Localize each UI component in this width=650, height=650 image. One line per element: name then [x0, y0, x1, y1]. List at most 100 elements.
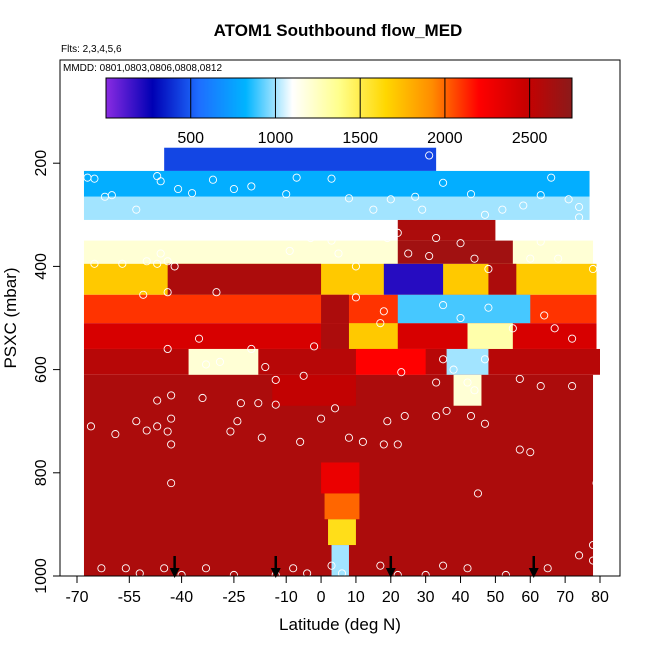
x-tick-label: -25	[222, 589, 245, 606]
sample-point	[163, 288, 172, 297]
sample-point	[456, 313, 465, 323]
x-tick-label: 60	[521, 589, 539, 606]
sample-point	[156, 249, 165, 258]
x-tick-label: 50	[487, 589, 505, 606]
sample-point	[351, 293, 360, 302]
heatmap-feature	[488, 263, 517, 295]
sample-point	[236, 399, 245, 408]
heatmap-feature	[467, 323, 513, 349]
sample-point	[306, 233, 315, 243]
sample-point	[121, 564, 130, 573]
heatmap-cells	[83, 147, 601, 576]
sample-point	[135, 569, 144, 576]
sample-point	[208, 175, 218, 184]
x-tick-label: 40	[452, 589, 470, 606]
sample-point	[411, 192, 420, 201]
heatmap-feature	[331, 545, 349, 576]
sample-point	[575, 203, 584, 212]
sample-point	[296, 437, 305, 446]
sample-point	[132, 417, 141, 426]
colorbar-tick-label: 2500	[512, 130, 548, 147]
sample-point	[432, 233, 441, 243]
sample-point	[376, 319, 385, 328]
sample-point	[473, 489, 483, 498]
sample-point	[167, 479, 176, 488]
sample-point	[167, 414, 176, 423]
sample-point	[439, 178, 448, 187]
sample-point	[536, 237, 545, 246]
sample-point	[90, 259, 99, 268]
sample-point	[554, 254, 563, 263]
heatmap-layer	[83, 219, 594, 241]
sample-point	[358, 437, 367, 446]
sample-point	[498, 205, 507, 214]
sample-point	[449, 365, 458, 374]
sample-point	[271, 375, 280, 384]
sample-point	[550, 324, 559, 333]
y-tick-label: 600	[33, 356, 50, 383]
arrow-head	[169, 568, 180, 578]
sample-point	[592, 479, 601, 488]
sample-point	[215, 357, 225, 366]
heatmap-feature	[453, 374, 482, 406]
x-tick-label: 0	[317, 589, 326, 606]
sample-point	[139, 290, 148, 299]
sample-point	[519, 201, 528, 210]
sample-point	[229, 570, 238, 576]
sample-point	[466, 411, 476, 421]
sample-point	[568, 334, 577, 343]
sample-point	[418, 205, 427, 214]
sample-point	[261, 362, 270, 372]
x-tick-label: 80	[591, 589, 609, 606]
heatmap-feature	[321, 294, 349, 324]
x-tick-label: -70	[65, 589, 88, 606]
sample-point	[163, 257, 172, 266]
sample-point	[111, 430, 120, 439]
sample-point	[508, 324, 517, 333]
sample-point	[142, 426, 151, 435]
heatmap-layer	[83, 196, 590, 220]
sample-point	[588, 264, 598, 274]
sample-point	[536, 191, 545, 200]
sample-point	[160, 564, 169, 573]
sample-point	[142, 257, 151, 266]
sample-point	[540, 311, 549, 320]
sample-point	[344, 433, 354, 442]
y-axis-label: PSXC (mbar)	[1, 267, 20, 368]
sample-point	[526, 448, 535, 457]
sample-point	[463, 378, 472, 387]
sample-point	[257, 433, 266, 442]
sample-point	[480, 210, 489, 219]
sample-point	[393, 440, 402, 449]
sample-point	[526, 254, 535, 263]
sample-point	[247, 344, 256, 354]
sample-point	[334, 249, 343, 258]
sample-point	[289, 564, 298, 573]
sample-point	[327, 561, 336, 570]
sample-point	[379, 307, 388, 316]
sample-point	[86, 422, 95, 431]
colorbar-tick-label: 500	[177, 130, 204, 147]
sample-point	[194, 334, 204, 343]
heatmap-feature	[321, 323, 349, 349]
arrow-head	[528, 568, 539, 578]
sample-point	[163, 427, 172, 436]
sample-point	[188, 189, 197, 198]
heatmap-layer	[83, 348, 601, 375]
sample-point	[198, 393, 207, 403]
sample-point	[167, 391, 176, 400]
sample-point	[439, 301, 448, 310]
flights-label: Flts: 2,3,4,5,6	[61, 44, 122, 55]
heatmap-feature	[383, 263, 444, 295]
sample-point	[484, 264, 493, 274]
sample-point	[351, 262, 360, 271]
colorbar-tick-label: 2000	[427, 130, 463, 147]
sample-point	[330, 404, 340, 413]
x-tick-label: -55	[118, 589, 141, 606]
sample-point	[299, 371, 308, 380]
x-tick-label: 70	[556, 589, 574, 606]
sample-point	[425, 252, 434, 261]
sample-point	[376, 226, 385, 235]
sample-point	[153, 259, 162, 268]
